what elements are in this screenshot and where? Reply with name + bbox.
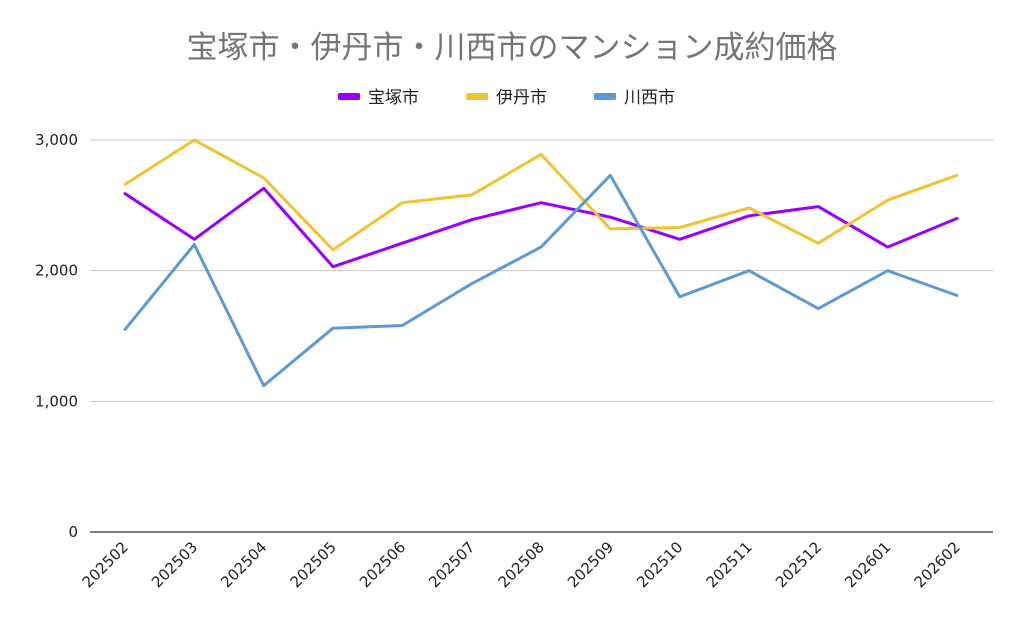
legend-label: 川西市: [624, 88, 675, 108]
series-lines: [123, 138, 959, 388]
x-tick-label: 202504: [217, 538, 270, 591]
x-tick-label: 202511: [703, 538, 756, 591]
y-tick-label: 2,000: [35, 262, 78, 280]
legend-swatch: [594, 93, 616, 100]
x-tick-label: 202507: [425, 538, 478, 591]
legend-label: 宝塚市: [368, 88, 419, 108]
x-tick-label: 202509: [564, 538, 617, 591]
series-line-川西市: [123, 173, 959, 388]
series-line-宝塚市: [123, 186, 959, 269]
x-tick-label: 202503: [148, 538, 201, 591]
legend-swatch: [466, 93, 488, 100]
chart-title: 宝塚市・伊丹市・川西市のマンション成約価格: [187, 30, 838, 66]
y-tick-label: 3,000: [35, 131, 78, 149]
x-tick-label: 202502: [79, 538, 132, 591]
x-tick-label: 202506: [356, 538, 409, 591]
y-tick-label: 0: [68, 523, 78, 541]
x-tick-label: 202601: [841, 538, 894, 591]
series-line-伊丹市: [123, 138, 959, 252]
legend-label: 伊丹市: [496, 88, 547, 108]
x-tick-label: 202505: [287, 538, 340, 591]
y-axis-ticks: 0 1,000 2,000 3,000: [35, 131, 78, 541]
x-tick-label: 202602: [911, 538, 964, 591]
x-axis-ticks: 202502 202503 202504 202505 202506 202507 2025…: [79, 538, 964, 591]
x-tick-label: 202510: [633, 538, 686, 591]
legend: 宝塚市 伊丹市 川西市: [338, 88, 675, 108]
x-tick-label: 202508: [495, 538, 548, 591]
y-tick-label: 1,000: [35, 392, 78, 410]
x-tick-label: 202512: [772, 538, 825, 591]
gridlines: [90, 139, 993, 402]
legend-swatch: [338, 93, 360, 100]
